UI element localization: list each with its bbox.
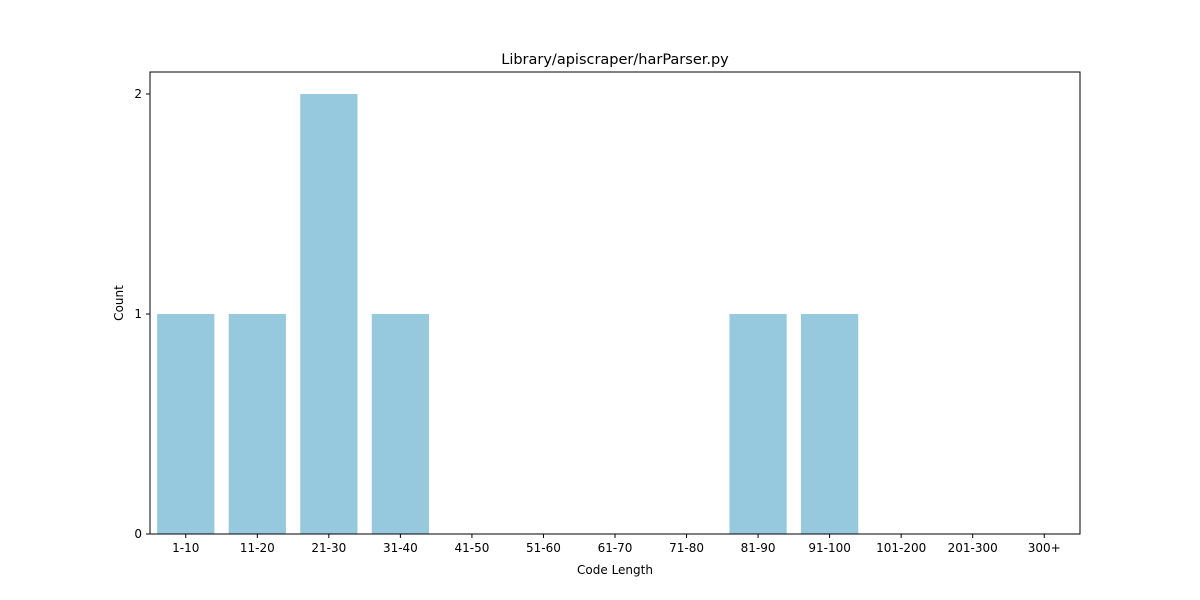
x-tick-label-31-40: 31-40	[383, 541, 418, 555]
x-tick-label-61-70: 61-70	[598, 541, 633, 555]
x-tick-label-201-300: 201-300	[948, 541, 998, 555]
y-tick-label-0: 0	[134, 527, 142, 541]
y-tick-label-1: 1	[134, 307, 142, 321]
x-tick-label-1-10: 1-10	[172, 541, 199, 555]
x-axis-title: Code Length	[577, 563, 653, 577]
bar-81-90	[729, 314, 787, 534]
bar-1-10	[157, 314, 215, 534]
x-tick-label-41-50: 41-50	[454, 541, 489, 555]
x-tick-label-81-90: 81-90	[741, 541, 776, 555]
bar-31-40	[371, 314, 429, 534]
bar-21-30	[300, 94, 358, 534]
bar-11-20	[228, 314, 286, 534]
bars-layer	[157, 94, 859, 534]
x-tick-label-11-20: 11-20	[240, 541, 275, 555]
y-axis-title: Count	[112, 285, 126, 321]
x-tick-label-51-60: 51-60	[526, 541, 561, 555]
x-tick-label-101-200: 101-200	[876, 541, 926, 555]
chart-title: Library/apiscraper/harParser.py	[501, 52, 729, 68]
y-tick-label-2: 2	[134, 87, 142, 101]
x-tick-label-300+: 300+	[1028, 541, 1061, 555]
y-axis: 0 1 2	[134, 87, 150, 541]
bar-91-100	[801, 314, 859, 534]
x-tick-label-91-100: 91-100	[808, 541, 851, 555]
x-tick-label-21-30: 21-30	[311, 541, 346, 555]
x-axis: 1-10 11-20 21-30 31-40 41-50 51-60 61-70 71-80 8…	[172, 534, 1061, 555]
x-tick-label-71-80: 71-80	[669, 541, 704, 555]
